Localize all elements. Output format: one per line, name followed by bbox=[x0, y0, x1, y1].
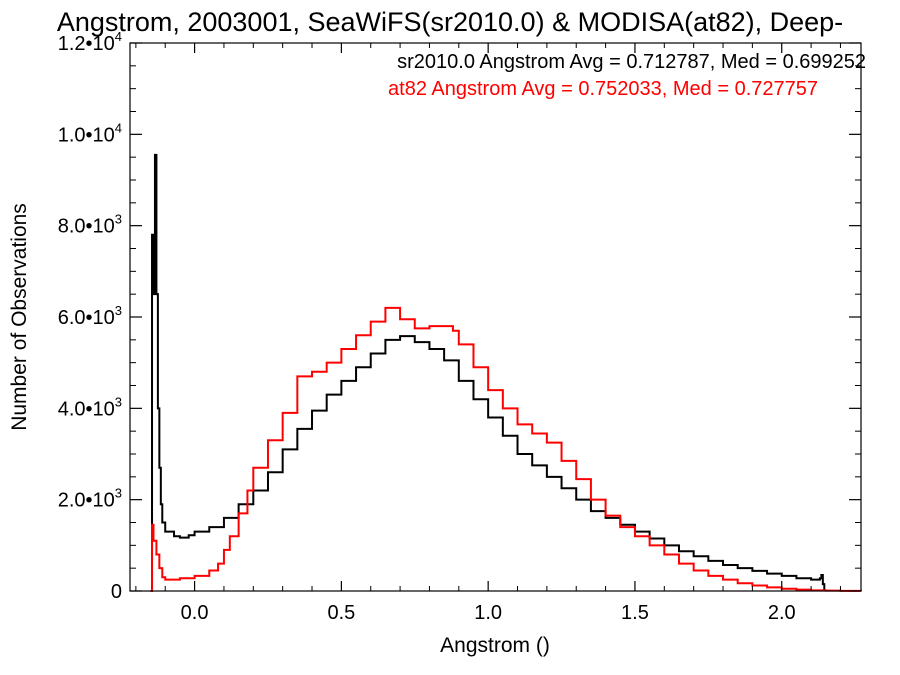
series-2-line bbox=[150, 306, 862, 592]
plot-frame bbox=[129, 42, 862, 592]
y-axis-label: Number of Observations bbox=[8, 203, 31, 431]
x-tick-label: 1.0 bbox=[474, 602, 502, 624]
stats-annotation-red: at82 Angstrom Avg = 0.752033, Med = 0.72… bbox=[388, 78, 818, 100]
y-tick-label: 6.0•103 bbox=[58, 303, 122, 329]
y-tick-label: 2.0•103 bbox=[58, 486, 122, 512]
x-axis-ticks: 0.0 0.5 1.0 1.5 2.0 bbox=[135, 43, 841, 624]
x-axis-label: Angstrom () bbox=[440, 634, 550, 657]
y-tick-label: 4.0•103 bbox=[58, 394, 122, 420]
series-layer bbox=[150, 153, 862, 592]
stats-annotation-black: sr2010.0 Angstrom Avg = 0.712787, Med = … bbox=[397, 51, 866, 73]
x-tick-label: 0.5 bbox=[327, 602, 355, 624]
y-tick-label: 1.0•104 bbox=[58, 120, 122, 146]
y-tick-label: 1.2•104 bbox=[58, 29, 122, 55]
series-1-line bbox=[150, 153, 826, 592]
y-tick-label: 0 bbox=[111, 581, 122, 603]
x-tick-label: 0.0 bbox=[181, 602, 209, 624]
y-axis-ticks: 0 2.0•103 4.0•103 6.0•103 8.0•103 1.0•104 1.2•… bbox=[58, 29, 861, 603]
y-tick-label: 8.0•103 bbox=[58, 212, 122, 238]
x-tick-label: 1.5 bbox=[621, 602, 649, 624]
x-tick-label: 2.0 bbox=[768, 602, 796, 624]
chart-title: Angstrom, 2003001, SeaWiFS(sr2010.0) & M… bbox=[57, 7, 843, 37]
